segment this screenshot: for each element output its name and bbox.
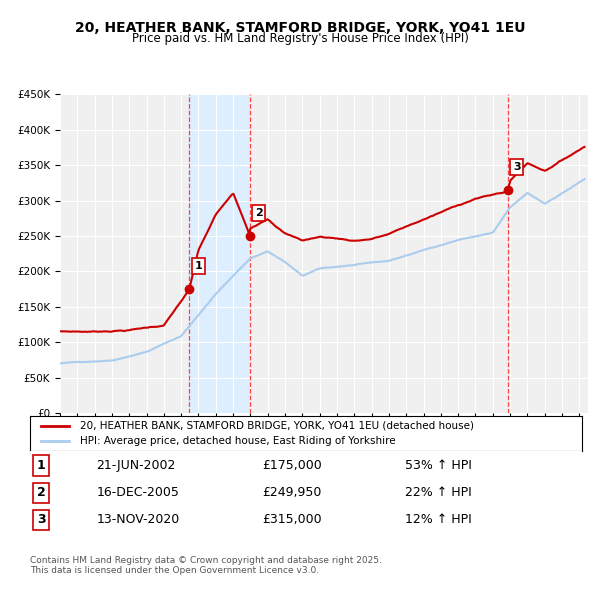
Text: 2: 2	[255, 208, 263, 218]
Text: £175,000: £175,000	[262, 459, 322, 472]
Text: HPI: Average price, detached house, East Riding of Yorkshire: HPI: Average price, detached house, East…	[80, 437, 395, 447]
Text: 20, HEATHER BANK, STAMFORD BRIDGE, YORK, YO41 1EU (detached house): 20, HEATHER BANK, STAMFORD BRIDGE, YORK,…	[80, 421, 473, 431]
Text: 13-NOV-2020: 13-NOV-2020	[96, 513, 179, 526]
Text: 22% ↑ HPI: 22% ↑ HPI	[406, 486, 472, 499]
Text: 3: 3	[513, 162, 521, 172]
Text: 12% ↑ HPI: 12% ↑ HPI	[406, 513, 472, 526]
Text: 20, HEATHER BANK, STAMFORD BRIDGE, YORK, YO41 1EU: 20, HEATHER BANK, STAMFORD BRIDGE, YORK,…	[75, 21, 525, 35]
Text: 16-DEC-2005: 16-DEC-2005	[96, 486, 179, 499]
Text: 3: 3	[37, 513, 46, 526]
Text: 21-JUN-2002: 21-JUN-2002	[96, 459, 176, 472]
Bar	[190, 94, 250, 413]
Text: Price paid vs. HM Land Registry's House Price Index (HPI): Price paid vs. HM Land Registry's House …	[131, 32, 469, 45]
Text: £249,950: £249,950	[262, 486, 321, 499]
Text: 1: 1	[194, 261, 202, 271]
Text: Contains HM Land Registry data © Crown copyright and database right 2025.
This d: Contains HM Land Registry data © Crown c…	[30, 556, 382, 575]
Text: 1: 1	[37, 459, 46, 472]
Text: 2: 2	[37, 486, 46, 499]
Text: 53% ↑ HPI: 53% ↑ HPI	[406, 459, 472, 472]
Text: £315,000: £315,000	[262, 513, 322, 526]
